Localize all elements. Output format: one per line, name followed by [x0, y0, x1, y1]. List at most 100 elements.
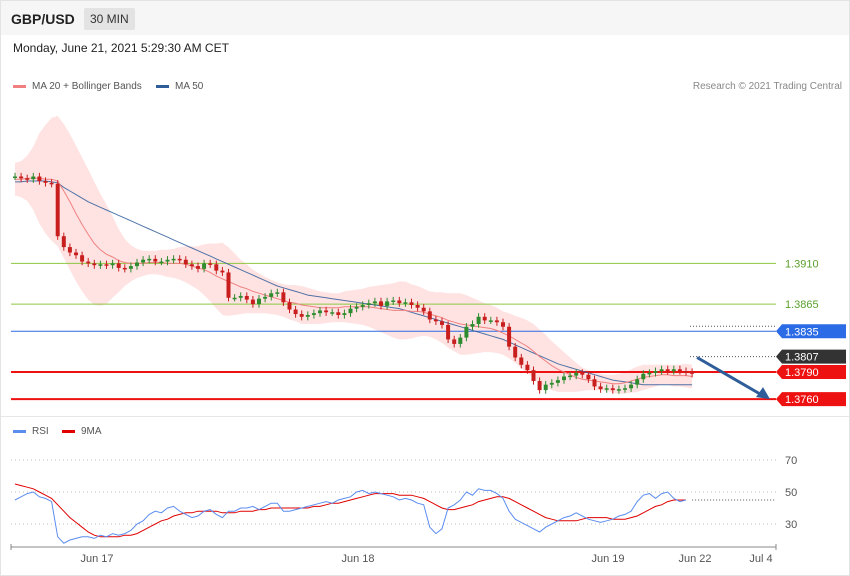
candle-body: [238, 295, 243, 298]
candle-body: [141, 259, 146, 263]
candle-body: [677, 369, 682, 372]
candle-body: [311, 313, 316, 315]
timestamp: Monday, June 21, 2021 5:29:30 AM CET: [13, 41, 229, 55]
candle-body: [555, 380, 560, 383]
candle-body: [269, 293, 274, 297]
candle-body: [67, 247, 72, 253]
candle-body: [525, 364, 530, 371]
x-tick-label: Jun 17: [80, 553, 113, 565]
candle-body: [366, 303, 371, 306]
candle-body: [409, 302, 414, 306]
candle-body: [263, 296, 268, 299]
candle-body: [189, 264, 194, 267]
candle-body: [623, 388, 627, 390]
candle-body: [494, 320, 499, 323]
ma50-swatch: [156, 85, 169, 88]
candle-body: [501, 322, 505, 327]
candle-body: [116, 263, 121, 268]
candle-body: [354, 306, 359, 309]
candle-body: [562, 376, 566, 381]
legend-9ma: 9MA: [62, 426, 102, 437]
level-label-3: 1.3807: [785, 352, 819, 364]
legend-rsi: RSI: [13, 426, 49, 437]
candle-body: [318, 310, 322, 314]
candle-body: [647, 372, 652, 375]
candle-body: [440, 321, 444, 325]
candle-body: [37, 176, 42, 182]
candle-body: [196, 266, 200, 269]
candle-body: [110, 263, 115, 266]
ma50-line: [15, 180, 693, 386]
candle-body: [433, 319, 438, 322]
candle-body: [574, 372, 579, 376]
candle-body: [275, 292, 280, 294]
candle-body: [659, 369, 664, 372]
candle-body: [177, 258, 182, 261]
candle-body: [171, 258, 176, 261]
level-tag-2: [776, 324, 846, 339]
level-label-1: 1.3865: [785, 299, 819, 311]
candle-body: [43, 181, 48, 183]
candle-body: [165, 259, 170, 262]
candle-body: [372, 301, 377, 304]
candle-body: [61, 236, 66, 248]
candle-body: [360, 305, 365, 307]
candle-body: [488, 320, 493, 322]
candle-body: [690, 371, 695, 374]
candle-body: [537, 381, 542, 391]
candle-body: [385, 301, 390, 306]
timeframe-button[interactable]: 30 MIN: [84, 8, 135, 30]
candle-body: [549, 382, 554, 385]
symbol-label[interactable]: GBP/USD: [11, 11, 75, 27]
candle-body: [397, 300, 402, 304]
bollinger-band: [15, 115, 693, 394]
x-tick-label: Jun 19: [591, 553, 624, 565]
x-tick-label: Jul 4: [749, 553, 772, 565]
candle-body: [336, 312, 341, 315]
candle-body: [598, 386, 603, 390]
candle-body: [202, 263, 207, 269]
candle-body: [159, 261, 164, 264]
candle-body: [226, 272, 231, 298]
candle-body: [592, 379, 597, 387]
candle-body: [464, 326, 469, 338]
candle-body: [531, 370, 536, 382]
rsi-ma9-line: [14, 483, 686, 538]
candle-body: [665, 369, 670, 372]
candle-body: [446, 324, 451, 340]
candle-body: [568, 375, 573, 378]
candle-body: [543, 384, 548, 391]
candle-body: [629, 384, 634, 389]
candle-body: [635, 379, 640, 385]
candle-body: [330, 312, 335, 314]
candle-body: [122, 267, 127, 270]
level-tag-3: [776, 349, 846, 364]
candle-body: [519, 357, 524, 365]
candle-body: [379, 301, 383, 306]
level-label-0: 1.3910: [785, 258, 819, 270]
candle-body: [324, 310, 329, 313]
candle-body: [391, 300, 396, 302]
candle-body: [684, 371, 688, 373]
ma9-swatch: [62, 430, 75, 433]
top-bar: GBP/USD 30 MIN: [1, 1, 849, 35]
candle-body: [415, 305, 420, 308]
candle-body: [513, 346, 518, 358]
candle-body: [80, 255, 85, 262]
candle-body: [135, 262, 139, 267]
candle-body: [287, 302, 292, 310]
candle-body: [421, 307, 426, 312]
candle-body: [616, 389, 621, 391]
panel-divider: [1, 416, 849, 417]
rsi-tick-label: 70: [785, 455, 797, 467]
candle-body: [482, 316, 487, 321]
candle-body: [25, 178, 30, 180]
candle-body: [610, 388, 615, 391]
ma20-legend-label: MA 20 + Bollinger Bands: [32, 81, 142, 92]
x-tick-label: Jun 22: [678, 553, 711, 565]
candle-body: [49, 182, 54, 185]
candle-body: [31, 176, 36, 180]
rsi-tick-label: 30: [785, 519, 797, 531]
candle-body: [403, 302, 408, 304]
